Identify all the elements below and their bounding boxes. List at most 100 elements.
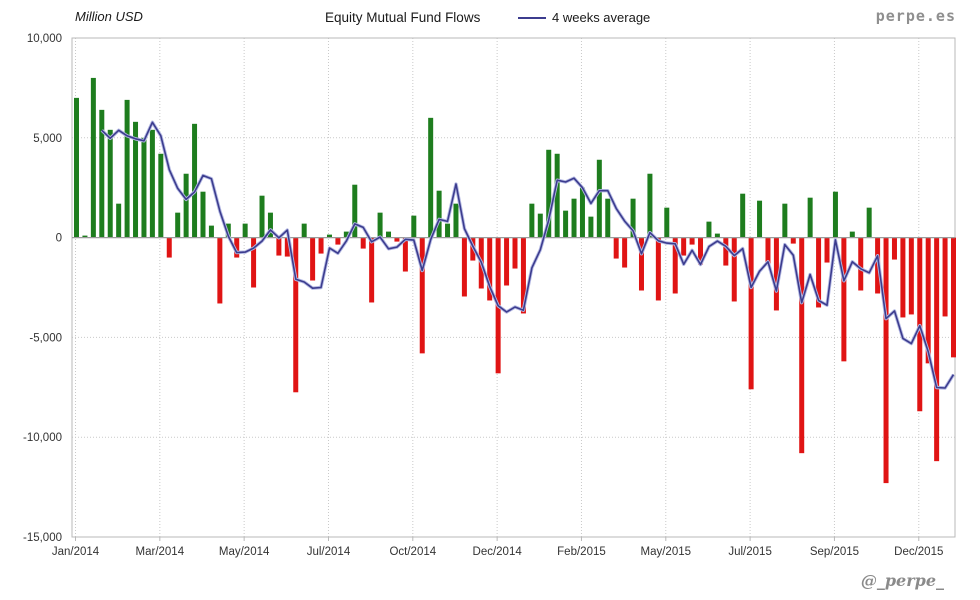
bar-positive — [141, 137, 147, 238]
bar-negative — [765, 237, 771, 264]
bar-positive — [740, 193, 746, 238]
bar-positive — [116, 203, 122, 238]
chart-title: Equity Mutual Fund Flows — [325, 10, 481, 25]
bar-negative — [689, 237, 695, 245]
bar-negative — [638, 237, 644, 291]
bar-negative — [790, 237, 796, 244]
bar-negative — [520, 237, 526, 314]
bar-positive — [866, 207, 872, 238]
bar-negative — [276, 237, 282, 256]
bar-positive — [664, 207, 670, 238]
bar-negative — [217, 237, 223, 304]
bar-negative — [951, 237, 956, 358]
bar-positive — [630, 198, 636, 238]
bar-negative — [883, 237, 889, 484]
bar-positive — [377, 212, 383, 238]
bar-negative — [925, 237, 931, 364]
bar-positive — [411, 215, 417, 238]
bar-positive — [579, 187, 585, 238]
bar-positive — [267, 212, 273, 238]
x-tick-label: Oct/2014 — [389, 546, 436, 558]
y-tick-label: -15,000 — [23, 532, 62, 544]
plot-border — [71, 37, 956, 538]
bar-negative — [461, 237, 467, 297]
y-tick-label: 10,000 — [27, 33, 62, 45]
bar-negative — [672, 237, 678, 294]
y-tick-label: 0 — [56, 233, 62, 245]
bar-positive — [74, 97, 79, 238]
bar-negative — [512, 237, 518, 269]
bar-negative — [934, 237, 940, 462]
y-tick-label: -5,000 — [29, 332, 62, 344]
bar-positive — [90, 77, 96, 238]
bar-positive — [849, 231, 855, 238]
bar-negative — [900, 237, 906, 318]
bar-negative — [942, 237, 948, 317]
average-line — [101, 121, 955, 389]
bar-positive — [301, 223, 307, 238]
brand-watermark: perpe.es — [875, 7, 956, 25]
bar-positive — [563, 210, 569, 238]
bar-positive — [133, 121, 139, 238]
bar-positive — [149, 129, 155, 238]
bar-negative — [360, 237, 366, 249]
bar-negative — [310, 237, 316, 281]
bar-positive — [832, 191, 838, 238]
bar-positive — [343, 231, 349, 238]
bar-positive — [326, 234, 332, 238]
bar-positive — [225, 223, 231, 238]
bar-positive — [571, 198, 577, 238]
bar-positive — [242, 223, 248, 238]
bar-positive — [428, 117, 434, 238]
bar-positive — [107, 129, 113, 238]
legend-label: 4 weeks average — [552, 10, 651, 25]
bar-negative — [622, 237, 628, 268]
y-tick-label: -10,000 — [23, 432, 62, 444]
x-tick-label: Dec/2014 — [473, 546, 523, 558]
legend-line-swatch-icon — [518, 16, 546, 19]
bar-negative — [613, 237, 619, 259]
bar-positive — [192, 123, 198, 238]
x-tick-label: Feb/2015 — [557, 546, 606, 558]
bar-positive — [714, 233, 720, 238]
bar-negative — [487, 237, 493, 301]
x-tick-label: Dec/2015 — [894, 546, 943, 558]
bar-positive — [175, 212, 181, 238]
bar-negative — [318, 237, 324, 254]
bar-positive — [158, 153, 164, 238]
bar-negative — [748, 237, 754, 390]
bar-positive — [436, 190, 442, 238]
bar-negative — [504, 237, 510, 286]
bar-negative — [908, 237, 914, 315]
bar-positive — [588, 216, 594, 238]
bar-negative — [166, 237, 172, 258]
bar-positive — [782, 203, 788, 238]
bar-positive — [605, 198, 611, 238]
bar-positive — [259, 195, 265, 238]
bar-negative — [394, 237, 400, 242]
bar-negative — [402, 237, 408, 272]
bar-positive — [706, 221, 712, 238]
bar-positive — [647, 173, 653, 238]
bar-positive — [546, 149, 552, 238]
x-tick-label: Jul/2014 — [307, 546, 351, 558]
bar-positive — [386, 231, 392, 238]
bar-positive — [757, 200, 763, 238]
bar-negative — [369, 237, 375, 303]
x-tick-label: Jan/2014 — [52, 546, 100, 558]
bar-negative — [824, 237, 830, 263]
bar-negative — [293, 237, 299, 393]
bar-negative — [681, 237, 687, 256]
bar-positive — [124, 99, 130, 238]
bar-positive — [208, 225, 214, 238]
bar-negative — [891, 237, 897, 260]
bar-positive — [807, 197, 813, 238]
bar-negative — [234, 237, 240, 258]
x-tick-label: May/2014 — [219, 546, 270, 558]
legend: 4 weeks average — [518, 10, 650, 25]
bar-positive — [352, 184, 358, 238]
bar-negative — [773, 237, 779, 311]
bar-negative — [284, 237, 290, 257]
